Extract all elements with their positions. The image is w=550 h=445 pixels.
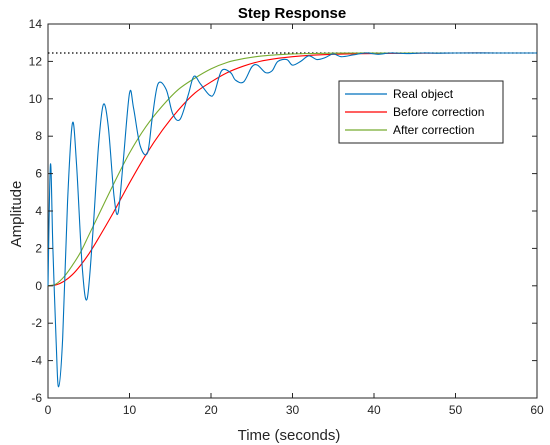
y-tick-label: 4	[35, 204, 42, 218]
x-tick-label: 10	[123, 403, 137, 417]
y-tick-label: 10	[29, 92, 43, 106]
legend: Real object Before correction After correc…	[338, 80, 504, 144]
plot-area-frame	[47, 23, 538, 399]
x-tick-label: 0	[45, 403, 52, 417]
y-axis-ticks: -6 -4 -2 0 2 4 6 8 10 12 14	[29, 17, 537, 405]
y-tick-label: 0	[35, 279, 42, 293]
chart-title: Step Response	[238, 5, 346, 22]
series-line-real-object	[47, 52, 537, 388]
x-axis-ticks: 0 10 20 30 40 50 60	[45, 24, 544, 417]
x-tick-label: 20	[204, 403, 218, 417]
y-tick-label: -2	[31, 316, 42, 330]
y-tick-label: -4	[31, 354, 42, 368]
y-tick-label: -6	[31, 391, 42, 405]
legend-label-before-correction: Before correction	[393, 105, 484, 119]
y-tick-label: 8	[35, 129, 42, 143]
x-tick-label: 50	[449, 403, 463, 417]
x-tick-label: 40	[367, 403, 381, 417]
legend-label-real-object: Real object	[393, 87, 454, 101]
y-axis-label: Amplitude	[8, 181, 25, 248]
y-tick-label: 14	[29, 17, 43, 31]
y-tick-label: 2	[35, 241, 42, 255]
series-layer	[47, 52, 537, 388]
axes-box	[47, 23, 538, 399]
y-tick-label: 6	[35, 167, 42, 181]
y-tick-label: 12	[29, 54, 43, 68]
legend-label-after-correction: After correction	[393, 123, 474, 137]
x-tick-label: 60	[530, 403, 544, 417]
x-axis-label: Time (seconds)	[238, 427, 341, 444]
x-tick-label: 30	[286, 403, 300, 417]
